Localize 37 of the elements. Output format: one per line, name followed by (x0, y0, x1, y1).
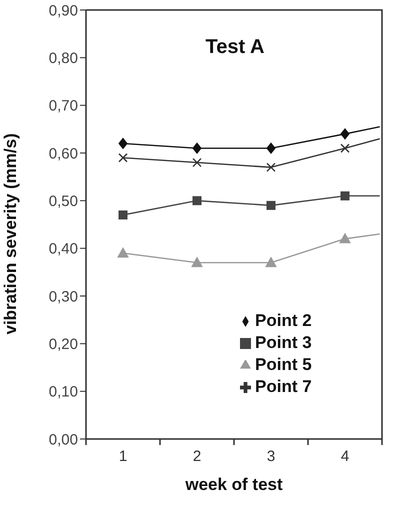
point (192, 158, 202, 168)
y-tick-label: 0,80 (48, 50, 78, 67)
legend-label: Point 5 (255, 355, 312, 374)
y-tick-label: 0,00 (48, 431, 78, 448)
y-tick-label: 0,20 (48, 336, 78, 353)
legend-label: Point 3 (255, 333, 312, 352)
legend-label: Point 2 (255, 311, 312, 330)
point (340, 233, 350, 244)
point (266, 162, 276, 172)
point (266, 257, 276, 268)
y-tick-label: 0,60 (48, 145, 78, 162)
point (118, 210, 128, 220)
point (118, 153, 128, 162)
point (340, 144, 350, 153)
x-axis-title: week of test (184, 475, 283, 494)
x-tick-label: 4 (340, 448, 350, 465)
point (266, 142, 276, 154)
point (192, 142, 202, 154)
y-tick-label: 0,30 (48, 288, 78, 306)
legend-label: Point 7 (255, 377, 312, 396)
x-tick-label: 1 (118, 448, 128, 465)
y-tick-label: 0,90 (48, 2, 78, 20)
x-tick-label: 2 (192, 448, 202, 465)
point (192, 257, 202, 268)
x-tick-label: 3 (266, 448, 276, 465)
point (192, 196, 202, 206)
y-tick-label: 0,50 (48, 192, 78, 210)
y-tick-label: 0,10 (48, 384, 78, 401)
point (118, 138, 128, 149)
point (118, 248, 128, 258)
point (340, 191, 350, 200)
y-axis-title: vibration severity (mm/s) (1, 133, 20, 334)
point (340, 128, 350, 140)
point (266, 200, 276, 210)
y-tick-label: 0,40 (48, 240, 78, 258)
text: Test A (204, 36, 266, 59)
y-tick-label: 0,70 (48, 98, 78, 115)
